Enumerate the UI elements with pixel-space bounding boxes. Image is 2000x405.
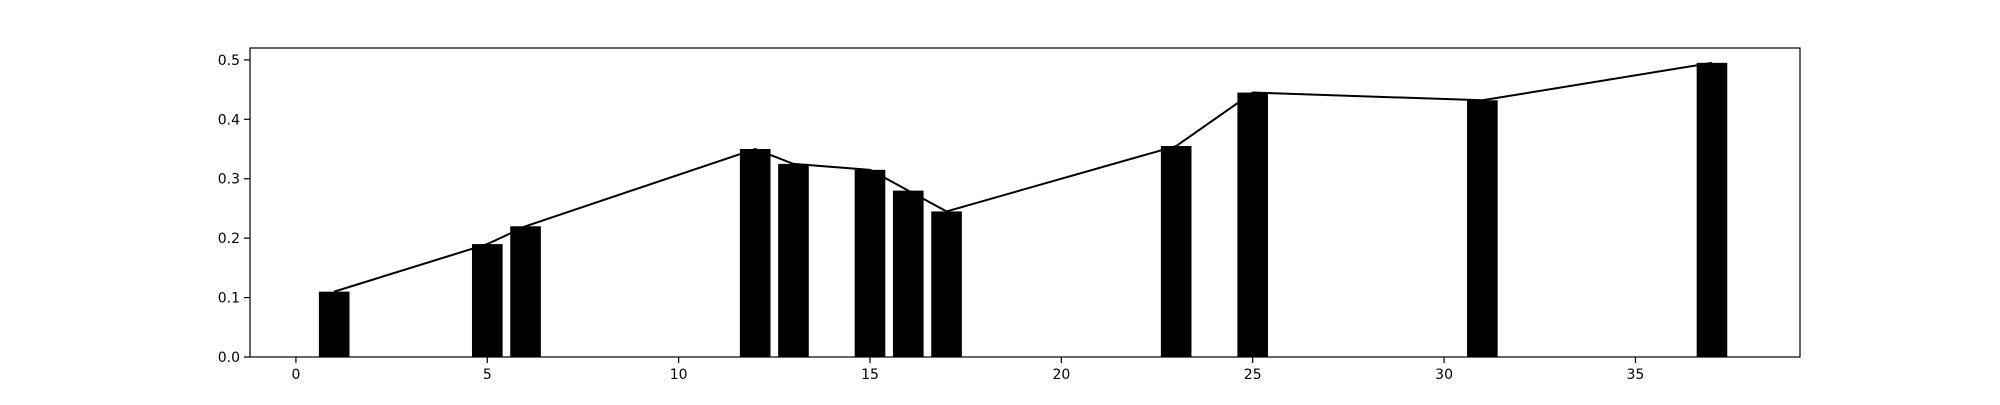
bar: [1467, 100, 1498, 358]
axes-layer: 0 5 10 15 20 25 30 35 0.0 0.1 0.2 0.3 0.4 0.5: [218, 47, 1801, 383]
y-tick-label: 0.4: [218, 112, 240, 128]
x-tick-label: 10: [670, 367, 688, 383]
plot-frame: [249, 47, 1801, 358]
y-tick-label: 0.2: [218, 231, 240, 247]
x-tick-label: 0: [291, 367, 300, 383]
bar: [1160, 146, 1192, 357]
x-tick-label: 25: [1244, 367, 1262, 383]
x-tick-label: 20: [1052, 367, 1070, 383]
x-tick-label: 35: [1627, 367, 1645, 383]
bar: [739, 149, 771, 357]
bar: [778, 163, 809, 357]
x-tick-label: 5: [483, 367, 492, 383]
y-tick-label: 0.0: [218, 350, 240, 366]
bars-layer: [318, 62, 1728, 358]
bar: [854, 169, 886, 357]
bar: [318, 291, 350, 357]
series-line: [333, 61, 1713, 293]
bar: [510, 226, 541, 357]
x-tick-label: 30: [1435, 367, 1453, 383]
y-tick-label: 0.3: [218, 172, 240, 188]
bar: [931, 211, 962, 357]
bar: [1237, 92, 1269, 357]
line-layer: [333, 61, 1713, 293]
bar: [1696, 62, 1728, 357]
bar: [471, 244, 503, 357]
y-tick-label: 0.5: [218, 53, 240, 69]
y-tick-label: 0.1: [218, 291, 240, 307]
x-tick-label: 15: [861, 367, 879, 383]
bar: [892, 190, 924, 357]
